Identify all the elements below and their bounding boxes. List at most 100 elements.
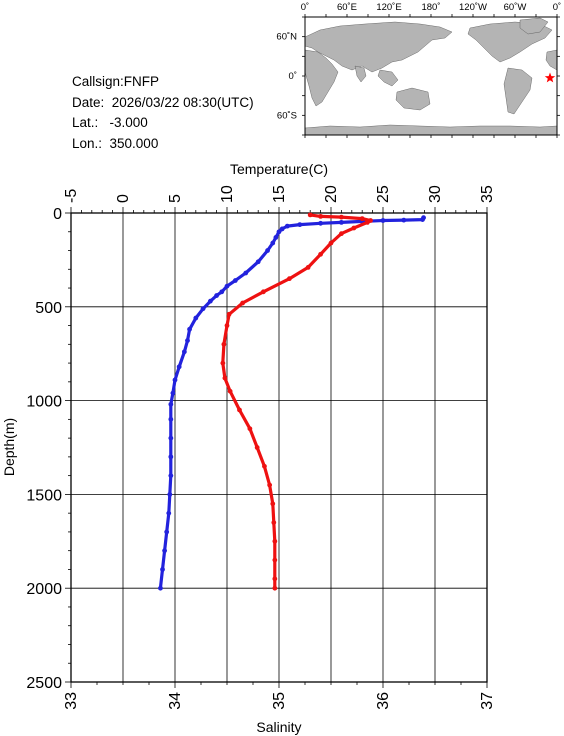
salinity-tick-label: 36 (375, 692, 392, 710)
depth-tick-label: 1000 (26, 394, 62, 411)
temperature-data-point (219, 289, 225, 295)
salinity-data-point (254, 445, 260, 450)
land-india (354, 65, 367, 83)
land-africa (304, 49, 339, 107)
temperature-data-point (160, 567, 165, 572)
salinity-data-point (222, 375, 228, 381)
temperature-data-point (168, 416, 174, 422)
map-lat-label: 0˚ (289, 71, 297, 82)
temperature-data-point (284, 223, 290, 229)
station-info: Callsign:FNFP Date: 2026/03/22 08:30(UTC… (72, 72, 254, 154)
salinity-data-point (339, 214, 344, 220)
land-africa-west (545, 49, 558, 71)
temperature-data-point (243, 270, 249, 276)
map-lon-label: 0˚ (553, 2, 561, 13)
temperature-data-point (318, 220, 323, 226)
salinity-data-point (261, 289, 266, 295)
temperature-data-point (273, 234, 279, 240)
salinity-tick-label: 34 (167, 692, 184, 710)
temperature-data-point (276, 229, 282, 235)
salinity-data-point (224, 323, 230, 328)
temperature-tick-label: 30 (427, 185, 444, 203)
temperature-data-point (168, 473, 174, 479)
map-lon-label: 120˚W (459, 2, 487, 13)
temperature-data-point (170, 390, 176, 396)
temperature-tick-label: 35 (479, 185, 496, 203)
salinity-data-point (270, 501, 276, 507)
salinity-data-point (240, 300, 246, 306)
map-ticks (302, 14, 560, 138)
salinity-tick-label: 35 (271, 692, 288, 710)
depth-tick-label: 0 (53, 206, 62, 223)
temperature-data-point (168, 454, 174, 460)
salinity-data-point (287, 276, 292, 282)
salinity-tick-label: 33 (63, 692, 80, 710)
salinity-data-point (359, 216, 365, 222)
frame-ticks (65, 207, 488, 688)
salinity-axis-title: Salinity (256, 719, 301, 735)
salinity-data-point (339, 231, 344, 237)
map-lon-label: 60˚W (504, 2, 527, 13)
temperature-data-point (158, 585, 163, 591)
date-label: Date: 2026/03/22 08:30(UTC) (72, 94, 254, 110)
salinity-data-point (271, 520, 277, 525)
temperature-data-point (339, 219, 344, 225)
temperature-data-point (176, 364, 182, 370)
temperature-data-point (214, 293, 220, 298)
salinity-data-point (365, 219, 370, 225)
latitude-label: Lat.: -3.000 (72, 115, 148, 130)
location-map: 0˚ 60˚E 120˚E 180˚ 120˚W 60˚W 0˚ 60˚N 0˚ 60˚S (276, 2, 561, 138)
land-eurasia (304, 21, 453, 73)
temperature-data-point (255, 259, 261, 265)
salinity-data-point (272, 557, 278, 563)
salinity-data-point (318, 213, 323, 219)
temperature-data-point (164, 529, 170, 535)
temperature-data-point (265, 248, 270, 253)
temperature-data-point (168, 401, 174, 407)
temperature-data-point (270, 240, 276, 246)
salinity-data-point (272, 576, 278, 582)
map-lon-label: 0˚ (301, 2, 309, 13)
salinity-data-point (221, 341, 227, 347)
temperature-data-point (420, 217, 425, 222)
salinity-data-point (318, 251, 323, 257)
salinity-data-point (247, 426, 253, 432)
temperature-tick-labels: -5 0 5 10 15 20 25 30 35 (63, 185, 496, 203)
callsign-label: Callsign:FNFP (72, 74, 160, 89)
temperature-data-point (162, 548, 168, 554)
temperature-data-point (193, 315, 199, 321)
temperature-tick-label: 5 (167, 194, 184, 203)
temperature-data-point (187, 326, 192, 332)
temperature-data-point (185, 338, 190, 343)
map-lat-label: 60˚N (276, 32, 297, 43)
temperature-data-point (297, 222, 303, 228)
land-greenland (519, 17, 549, 35)
map-lon-label: 60˚E (337, 2, 357, 13)
temperature-tick-label: 10 (219, 185, 236, 203)
temperature-profile-line (158, 216, 425, 589)
temperature-data-point (172, 377, 178, 383)
salinity-data-point (267, 482, 273, 488)
salinity-data-point (220, 360, 226, 366)
depth-tick-label: 2500 (26, 675, 62, 692)
map-left-labels: 60˚N 0˚ 60˚S (276, 32, 297, 122)
temperature-data-point (380, 218, 386, 223)
salinity-data-point (351, 225, 357, 231)
temperature-tick-label: 25 (375, 185, 392, 203)
temperature-data-point (168, 435, 174, 441)
temperature-data-point (224, 283, 230, 289)
salinity-data-point (227, 388, 233, 394)
salinity-data-point (262, 463, 267, 469)
temperature-tick-label: 0 (115, 194, 132, 203)
chart-grid (71, 213, 487, 682)
map-lat-label: 60˚S (277, 110, 297, 121)
salinity-tick-label: 37 (479, 692, 496, 710)
salinity-data-point (272, 538, 278, 544)
land-south-america (503, 67, 533, 115)
profile-chart: -5 0 5 10 15 20 25 30 35 33 34 35 36 37 050010001500… (1, 161, 496, 735)
map-land (304, 17, 558, 136)
temperature-data-point (166, 510, 172, 516)
salinity-data-point (307, 212, 313, 218)
station-marker-star-icon (544, 72, 556, 83)
